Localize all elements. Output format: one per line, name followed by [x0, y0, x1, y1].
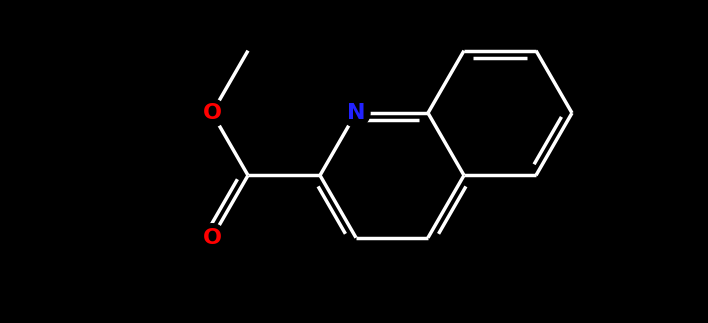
- Circle shape: [342, 99, 370, 127]
- Text: O: O: [202, 103, 222, 123]
- Circle shape: [198, 99, 226, 127]
- Circle shape: [198, 224, 226, 252]
- Text: N: N: [347, 103, 365, 123]
- Text: O: O: [202, 228, 222, 248]
